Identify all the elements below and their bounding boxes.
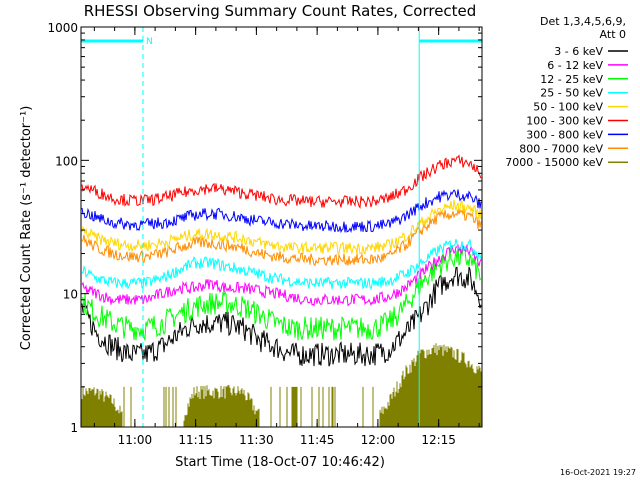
legend-label: 6 - 12 keV bbox=[547, 59, 603, 72]
x-tick-label: 11:15 bbox=[178, 433, 213, 447]
legend-label: 800 - 7000 keV bbox=[519, 142, 603, 155]
series-50-100kev bbox=[81, 199, 482, 255]
y-axis: 1 10 100 1000 bbox=[47, 21, 482, 435]
series-trace bbox=[81, 154, 482, 210]
legend-label: 100 - 300 keV bbox=[526, 115, 603, 128]
x-axis: 11:00 11:15 11:30 11:45 12:00 12:15 bbox=[93, 27, 480, 447]
series-7000-15000kev bbox=[81, 343, 482, 427]
legend-label: 300 - 800 keV bbox=[526, 128, 603, 141]
legend-label: 7000 - 15000 keV bbox=[505, 156, 603, 169]
series-12-25kev bbox=[81, 245, 482, 342]
y-tick-label: 10 bbox=[63, 288, 78, 302]
series-800-7000kev bbox=[81, 208, 482, 267]
x-tick-label: 11:30 bbox=[239, 433, 274, 447]
series-trace bbox=[81, 266, 482, 367]
attenuator-marker-label: N bbox=[146, 37, 153, 47]
footer-timestamp: 16-Oct-2021 19:27 bbox=[560, 468, 636, 477]
x-tick-label: 12:00 bbox=[361, 433, 396, 447]
y-tick-label: 100 bbox=[55, 154, 78, 168]
series-25-50kev bbox=[81, 238, 482, 291]
y-tick-label: 1000 bbox=[47, 21, 78, 35]
series-100-300kev bbox=[81, 154, 482, 210]
legend-label: 50 - 100 keV bbox=[533, 101, 603, 114]
y-axis-label: Corrected Count Rate (s⁻¹ detector⁻¹) bbox=[19, 106, 34, 351]
x-tick-label: 11:00 bbox=[118, 433, 153, 447]
series-trace bbox=[81, 243, 482, 307]
legend-label: 3 - 6 keV bbox=[554, 45, 603, 58]
legend-header-detectors: Det 1,3,4,5,6,9, bbox=[540, 15, 626, 28]
series-3-6kev bbox=[81, 266, 482, 367]
chart-title: RHESSI Observing Summary Count Rates, Co… bbox=[84, 2, 477, 20]
series-traces bbox=[81, 154, 482, 427]
series-trace bbox=[81, 238, 482, 291]
series-trace bbox=[81, 245, 482, 342]
series-trace bbox=[81, 199, 482, 255]
series-trace bbox=[81, 208, 482, 267]
legend-header-attenuator: Att 0 bbox=[600, 28, 626, 41]
series-trace bbox=[81, 189, 482, 234]
plot-frame bbox=[80, 26, 483, 428]
series-trace bbox=[81, 343, 482, 427]
series-6-12kev bbox=[81, 243, 482, 307]
x-tick-label: 12:15 bbox=[421, 433, 456, 447]
legend-label: 12 - 25 keV bbox=[540, 73, 603, 86]
y-tick-label: 1 bbox=[70, 421, 78, 435]
legend-label: 25 - 50 keV bbox=[540, 87, 603, 100]
series-300-800kev bbox=[81, 189, 482, 234]
x-tick-label: 11:45 bbox=[300, 433, 335, 447]
x-axis-label: Start Time (18-Oct-07 10:46:42) bbox=[175, 455, 385, 470]
